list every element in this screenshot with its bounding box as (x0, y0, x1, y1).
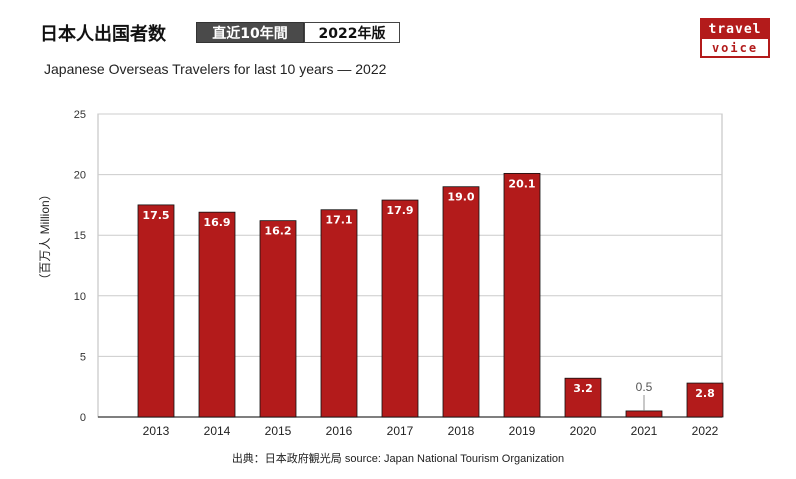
bars (137, 172, 724, 418)
bar-2015 (259, 220, 297, 418)
bar-2013 (137, 204, 175, 418)
y-ticks: 0 5 10 15 20 25 (74, 109, 86, 424)
data-label: 3.2 (573, 382, 593, 395)
data-label: 19.0 (447, 191, 474, 204)
bar-2021 (625, 410, 663, 418)
y-tick-label: 15 (74, 230, 86, 242)
y-tick-label: 10 (74, 291, 86, 303)
bar-2019 (503, 172, 541, 418)
x-tick-label: 2013 (143, 424, 170, 438)
y-tick-label: 25 (74, 109, 86, 121)
data-label: 2.8 (695, 387, 715, 400)
bar-2014 (198, 211, 236, 418)
x-tick-label: 2017 (387, 424, 414, 438)
data-label: 16.2 (264, 225, 291, 238)
x-tick-label: 2021 (631, 424, 658, 438)
logo-line-top: travel (702, 20, 768, 39)
x-tick-label: 2022 (692, 424, 719, 438)
x-tick-label: 2020 (570, 424, 597, 438)
x-tick-label: 2019 (509, 424, 536, 438)
bar-2017 (381, 199, 419, 418)
y-tick-label: 0 (80, 412, 86, 424)
chart-title-jp: 日本人出国者数 (40, 24, 166, 45)
bar-2016 (320, 209, 358, 418)
chart-subtitle: Japanese Overseas Travelers for last 10 … (44, 61, 387, 77)
data-label: 0.5 (636, 380, 653, 394)
period-badge: 直近10年間 (196, 22, 304, 43)
data-label: 17.5 (142, 209, 169, 222)
data-labels: 17.5 16.9 16.2 17.1 17.9 19.0 20.1 3.2 0.5 2.8 (142, 177, 715, 411)
x-tick-label: 2015 (265, 424, 292, 438)
data-label: 16.9 (203, 216, 230, 229)
logo-line-bottom: voice (711, 40, 759, 55)
x-tick-label: 2018 (448, 424, 475, 438)
x-tick-label: 2016 (326, 424, 353, 438)
x-tick-label: 2014 (204, 424, 231, 438)
edition-badge: 2022年版 (304, 22, 400, 43)
bar-2018 (442, 186, 480, 418)
source-note: 出典：日本政府観光局 source: Japan National Touris… (231, 453, 565, 465)
data-label: 20.1 (508, 177, 535, 190)
y-tick-label: 20 (74, 170, 86, 182)
y-tick-label: 5 (80, 351, 86, 363)
x-ticks: 2013 2014 2015 2016 2017 2018 2019 2020 2021 2022 (143, 424, 719, 438)
data-label: 17.9 (386, 204, 413, 217)
bar-2020 (564, 377, 602, 418)
bar-2022 (686, 382, 724, 418)
travelvoice-logo[interactable]: travel voice (700, 18, 770, 58)
data-label: 17.1 (325, 214, 352, 227)
